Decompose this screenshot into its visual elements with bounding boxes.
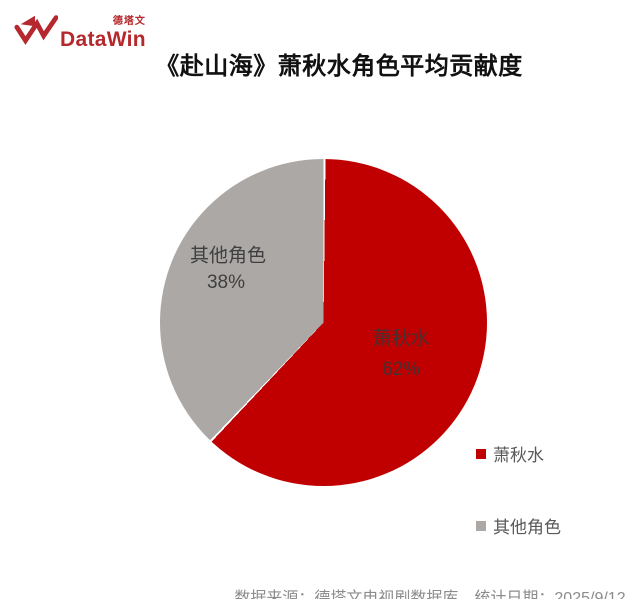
legend-item-main: 萧秋水 [476,441,544,466]
legend-swatch-gray [476,520,486,531]
legend-label-main: 萧秋水 [493,446,544,465]
source-note: 数据来源：德塔文电视剧数据库，统计日期：2025/9/12 [234,590,626,599]
slice-label-main-name: 萧秋水 [372,328,430,350]
legend-item-other: 其他角色 [476,513,561,538]
datawin-logo-text: 德塔文 DataWin [60,16,146,51]
legend-swatch-red [476,448,486,459]
slice-label-main-percent: 62% [381,359,421,380]
datawin-logo: 德塔文 DataWin [14,12,146,50]
slice-label-other-percent: 38% [206,272,246,293]
datawin-logo-icon [14,15,58,45]
legend-label-other: 其他角色 [493,518,561,537]
brand-name-chinese: 德塔文 [112,16,146,27]
slice-label-other-name: 其他角色 [189,245,267,267]
brand-name-english: DataWin [60,28,146,51]
pie [160,159,487,486]
chart-title: 《赴山海》萧秋水角色平均贡献度 [155,53,523,80]
